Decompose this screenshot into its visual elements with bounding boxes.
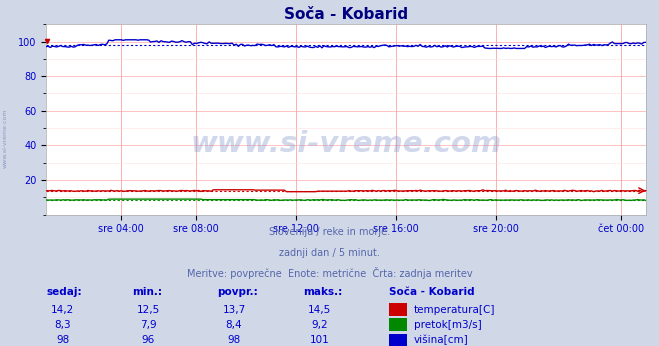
Text: Slovenija / reke in morje.: Slovenija / reke in morje. <box>269 227 390 237</box>
Text: 13,7: 13,7 <box>222 305 246 315</box>
Text: maks.:: maks.: <box>303 288 343 297</box>
Text: 9,2: 9,2 <box>311 320 328 329</box>
Text: 98: 98 <box>227 335 241 345</box>
Text: min.:: min.: <box>132 288 162 297</box>
Text: 14,5: 14,5 <box>308 305 331 315</box>
Text: 14,2: 14,2 <box>51 305 74 315</box>
Text: Meritve: povprečne  Enote: metrične  Črta: zadnja meritev: Meritve: povprečne Enote: metrične Črta:… <box>186 267 473 279</box>
Text: temperatura[C]: temperatura[C] <box>414 305 496 315</box>
Text: 98: 98 <box>56 335 69 345</box>
Text: povpr.:: povpr.: <box>217 288 258 297</box>
Text: 7,9: 7,9 <box>140 320 157 329</box>
Text: zadnji dan / 5 minut.: zadnji dan / 5 minut. <box>279 248 380 257</box>
Text: 96: 96 <box>142 335 155 345</box>
Text: 8,4: 8,4 <box>225 320 243 329</box>
Text: 8,3: 8,3 <box>54 320 71 329</box>
Text: sedaj:: sedaj: <box>46 288 82 297</box>
Text: www.si-vreme.com: www.si-vreme.com <box>190 130 501 158</box>
Text: 12,5: 12,5 <box>136 305 160 315</box>
Text: pretok[m3/s]: pretok[m3/s] <box>414 320 482 329</box>
Text: Soča - Kobarid: Soča - Kobarid <box>389 288 474 297</box>
Text: www.si-vreme.com: www.si-vreme.com <box>3 109 8 168</box>
Text: 101: 101 <box>310 335 330 345</box>
Text: višina[cm]: višina[cm] <box>414 335 469 345</box>
Title: Soča - Kobarid: Soča - Kobarid <box>284 7 408 22</box>
